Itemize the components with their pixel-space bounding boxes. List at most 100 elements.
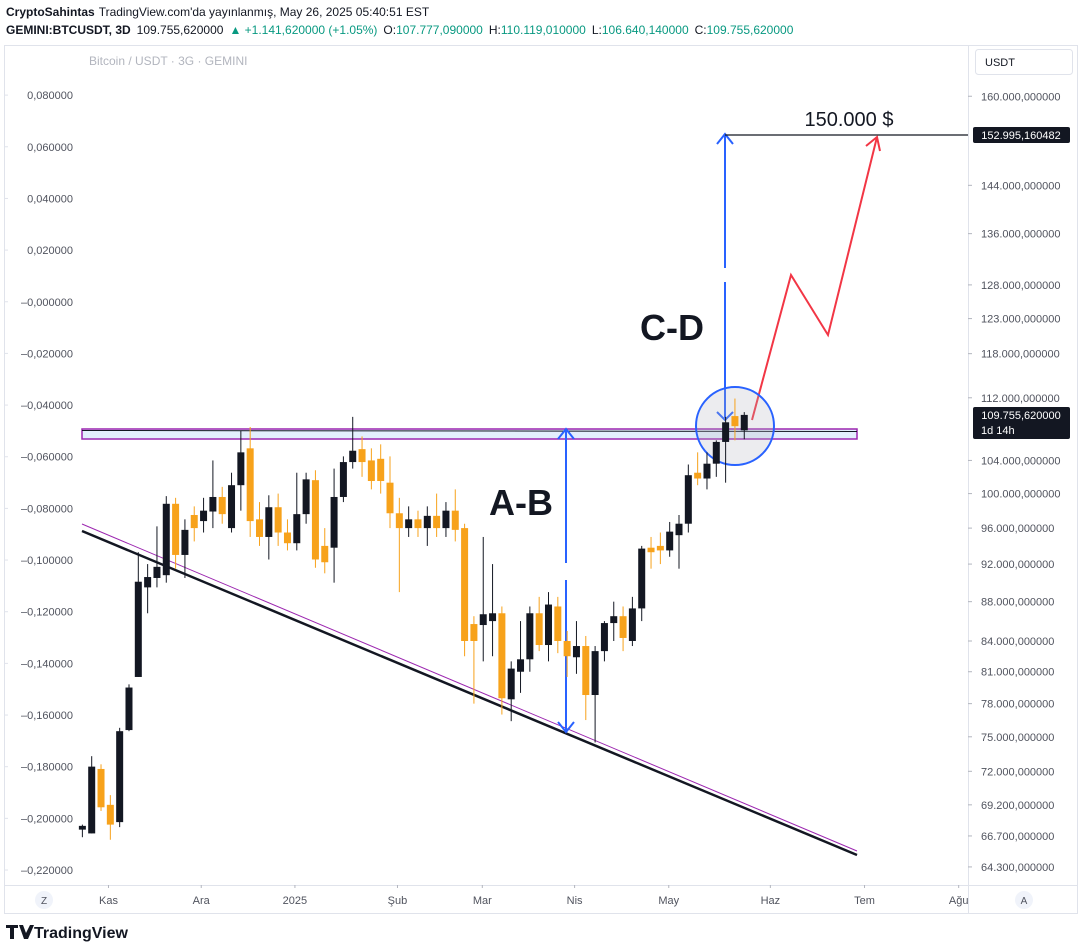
x-tick-label: Haz xyxy=(761,895,781,907)
zoom-label: Z xyxy=(41,896,47,907)
y2-tick-label: –0,120000 xyxy=(21,607,73,619)
candle-body xyxy=(572,646,580,658)
logo-icon xyxy=(6,925,34,939)
projection-path xyxy=(751,136,878,421)
candle-body xyxy=(97,768,105,808)
y2-tick-label: 0,060000 xyxy=(27,142,73,154)
candle-body xyxy=(321,545,329,563)
candle-body xyxy=(116,731,124,823)
y2-tick-label: –0,180000 xyxy=(21,762,73,774)
candle-body xyxy=(209,496,217,512)
cd-label: C-D xyxy=(640,307,704,348)
candle-body xyxy=(638,548,646,609)
candle-body xyxy=(200,510,208,522)
candle-body xyxy=(740,414,748,431)
candle-body xyxy=(582,646,590,696)
candle-body xyxy=(405,519,413,529)
auto-button[interactable] xyxy=(1015,891,1033,909)
change: ▲ +1.141,620000 (+1.05%) xyxy=(229,23,377,37)
y2-tick-label: –0,140000 xyxy=(21,658,73,670)
y2-tick-label: –0,160000 xyxy=(21,710,73,722)
y2-tick-label: –0,080000 xyxy=(21,503,73,515)
candle-body xyxy=(283,532,291,544)
frame xyxy=(4,45,1078,914)
candle-body xyxy=(442,510,450,529)
candle-body xyxy=(656,545,664,551)
candle-body xyxy=(153,566,161,578)
candle-body xyxy=(144,577,152,588)
o-value: 107.777,090000 xyxy=(396,23,483,37)
auto-label: A xyxy=(1021,896,1028,907)
y-tick-label: 118.000,000000 xyxy=(981,349,1060,361)
candle-body xyxy=(106,804,114,825)
y-tick-label: 64.300,000000 xyxy=(981,862,1054,874)
y-tick-label: 96.000,000000 xyxy=(981,523,1054,535)
candle-body xyxy=(190,514,198,529)
target-text: 150.000 $ xyxy=(805,109,894,131)
candle-body xyxy=(554,606,562,641)
x-tick-label: Şub xyxy=(388,895,408,907)
candle-body xyxy=(218,496,226,515)
published: TradingView.com'da yayınlanmış, May 26, … xyxy=(99,5,430,19)
candle-body xyxy=(367,460,375,482)
l-value: 106.640,140000 xyxy=(602,23,689,37)
candle-body xyxy=(647,547,655,553)
candle-body xyxy=(339,462,347,497)
h-value: 110.119,010000 xyxy=(501,23,586,37)
candle-body xyxy=(237,452,245,486)
last-price-tag xyxy=(973,407,1070,439)
candle-body xyxy=(544,604,552,646)
y-tick-label: 78.000,000000 xyxy=(981,699,1054,711)
x-tick-label: Tem xyxy=(854,895,875,907)
target-price-tag xyxy=(973,127,1070,143)
y-tick-label: 72.000,000000 xyxy=(981,766,1054,778)
candle-body xyxy=(330,496,338,548)
candle-body xyxy=(600,623,608,652)
y2-tick-label: –0,200000 xyxy=(21,813,73,825)
y-tick-label: 160.000,000000 xyxy=(981,91,1061,103)
candle-body xyxy=(433,515,441,529)
candle-body xyxy=(712,441,720,464)
candle-body xyxy=(274,507,282,533)
x-tick-label: Ara xyxy=(193,895,211,907)
y-tick-label: 144.000,000000 xyxy=(981,180,1061,192)
candle-body xyxy=(181,529,189,555)
candle-body xyxy=(377,458,385,482)
candles xyxy=(78,398,748,840)
x-tick-label: Kas xyxy=(99,895,118,907)
y-tick-label: 112.000,000000 xyxy=(981,393,1060,405)
candle-body xyxy=(414,519,422,529)
candle-body xyxy=(628,608,636,641)
x-tick-label: Nis xyxy=(567,895,583,907)
y-tick-label: 104.000,000000 xyxy=(981,455,1061,467)
y2-tick-label: –0,100000 xyxy=(21,555,73,567)
y2-tick-label: –0,000000 xyxy=(21,297,73,309)
candle-body xyxy=(526,613,534,660)
candle-body xyxy=(125,687,133,731)
o-key: O: xyxy=(383,23,396,37)
x-tick-label: May xyxy=(658,895,679,907)
candle-body xyxy=(134,581,142,677)
candle-body xyxy=(293,514,301,544)
cd-arrow xyxy=(716,132,734,422)
candle-body xyxy=(498,613,506,699)
ab-label: A-B xyxy=(489,482,553,523)
x-tick-label: 2025 xyxy=(283,895,307,907)
projection-arrowhead xyxy=(865,135,881,152)
candle-body xyxy=(470,624,478,641)
y2-tick-label: –0,220000 xyxy=(21,865,73,877)
header-line-2: GEMINI:BTCUSDT, 3D 109.755,620000 ▲ +1.141… xyxy=(6,23,794,37)
candle-body xyxy=(694,472,702,479)
candle-body xyxy=(358,449,366,463)
candle-body xyxy=(517,659,525,672)
candle-body xyxy=(451,510,459,530)
y-tick-label: 92.000,000000 xyxy=(981,559,1054,571)
y-tick-label: 136.000,000000 xyxy=(981,229,1061,241)
trendline xyxy=(81,529,858,857)
currency-button[interactable] xyxy=(975,49,1073,75)
y-tick-label: 69.200,000000 xyxy=(981,800,1054,812)
currency-label: USDT xyxy=(985,57,1015,69)
zoom-button[interactable] xyxy=(35,891,53,909)
